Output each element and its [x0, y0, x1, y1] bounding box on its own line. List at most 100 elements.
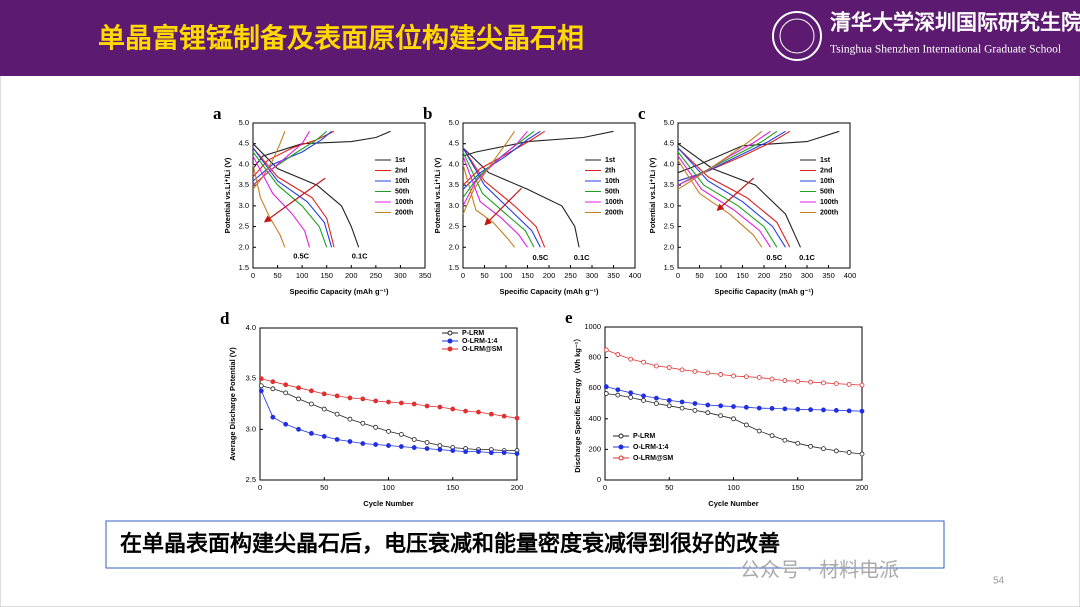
data-point [501, 413, 507, 419]
data-point [296, 426, 301, 432]
y-tick-label: 3.5 [239, 180, 249, 189]
data-point [859, 451, 865, 457]
page-number: 54 [993, 576, 1005, 587]
x-tick-label: 400 [844, 271, 857, 280]
x-tick-label: 0 [251, 271, 255, 280]
x-tick-label: 100 [382, 483, 395, 492]
data-point [334, 437, 340, 442]
y-tick-label: 3.0 [239, 201, 249, 210]
y-tick-label: 3.5 [246, 374, 256, 383]
data-point [756, 375, 762, 380]
data-point [666, 398, 672, 403]
data-point [296, 396, 301, 402]
legend-label: O-LRM-1:4 [633, 444, 668, 451]
legend-label: 50th [605, 188, 619, 195]
series-line [462, 130, 546, 248]
data-point [743, 404, 749, 410]
legend-label: 1st [605, 157, 616, 164]
data-point [360, 420, 366, 426]
data-point [283, 390, 289, 396]
y-tick-label: 2.5 [239, 222, 249, 231]
data-point [641, 398, 646, 403]
x-tick-label: 250 [564, 271, 577, 280]
data-point [347, 416, 353, 422]
data-point [731, 416, 736, 422]
annotation: 0.5C [766, 253, 782, 262]
data-point [463, 449, 469, 455]
data-point [692, 368, 698, 374]
x-tick-label: 100 [296, 271, 309, 280]
data-point [628, 394, 634, 400]
data-point [270, 379, 276, 385]
data-point [782, 406, 788, 412]
data-point [666, 403, 672, 409]
legend-label: 50th [395, 188, 409, 195]
legend-label: O-LRM-1:4 [462, 338, 497, 345]
x-tick-label: 100 [500, 271, 513, 280]
data-point [373, 424, 379, 430]
y-tick-label: 3.5 [449, 180, 459, 189]
data-point [321, 391, 327, 397]
data-point [603, 391, 609, 396]
data-point [769, 405, 775, 411]
data-point [859, 382, 865, 388]
data-point [808, 443, 813, 449]
x-tick-label: 0 [258, 483, 262, 492]
legend-label: 50th [820, 188, 834, 195]
legend-marker [618, 444, 624, 450]
arrow [263, 177, 326, 223]
x-tick-label: 300 [394, 271, 407, 280]
data-point [654, 395, 659, 401]
data-point [705, 410, 711, 416]
legend-label: 100th [395, 199, 413, 206]
arrow [716, 177, 755, 211]
annotation: 0.5C [532, 253, 548, 262]
data-point [743, 422, 749, 428]
data-point [782, 437, 788, 443]
data-point [347, 439, 353, 444]
y-axis-label: Discharge Specific Energy（Wh kg⁻¹） [572, 334, 582, 473]
data-point [666, 365, 672, 370]
x-axis-label: Specific Capacity (mAh g⁻¹) [715, 287, 814, 296]
data-point [296, 385, 301, 391]
school-cn: 清华大学深圳国际研究生院 [830, 10, 1080, 35]
data-point [501, 450, 507, 456]
legend-label: 200th [605, 209, 623, 216]
y-tick-label: 4.0 [664, 159, 674, 168]
panel-label: c [638, 104, 646, 123]
legend-label: 2nd [395, 167, 407, 174]
x-tick-label: 350 [607, 271, 620, 280]
y-axis-label: Potential vs.Li⁺/Li (V) [223, 157, 232, 233]
plot-frame [252, 122, 426, 269]
header-title: 单晶富锂锰制备及表面原位构建尖晶石相 [98, 23, 584, 55]
series-line [462, 130, 516, 248]
data-point [373, 398, 379, 404]
y-tick-label: 2.0 [449, 242, 459, 251]
x-tick-label: 250 [779, 271, 792, 280]
legend-label: O-LRM@SM [633, 455, 673, 462]
legend-marker [447, 346, 453, 352]
data-point [321, 434, 327, 439]
x-axis-label: Specific Capacity (mAh g⁻¹) [290, 287, 389, 296]
data-point [679, 405, 685, 411]
data-point [360, 441, 366, 446]
data-point [437, 447, 443, 453]
data-point [450, 406, 456, 412]
x-tick-label: 350 [419, 271, 432, 280]
data-point [641, 393, 646, 399]
data-point [679, 367, 685, 373]
x-tick-label: 300 [801, 271, 814, 280]
data-point [743, 374, 749, 380]
data-point [808, 379, 813, 385]
data-point [424, 440, 430, 445]
data-point [476, 409, 481, 415]
data-point [283, 382, 289, 388]
data-point [463, 408, 469, 414]
x-axis-label: Cycle Number [708, 499, 759, 508]
legend-label: 200th [395, 209, 413, 216]
y-tick-label: 4.0 [246, 323, 256, 332]
y-tick-label: 5.0 [664, 118, 674, 127]
legend-label: 2nd [820, 167, 832, 174]
y-tick-label: 5.0 [239, 118, 249, 127]
x-tick-label: 0 [603, 483, 607, 492]
